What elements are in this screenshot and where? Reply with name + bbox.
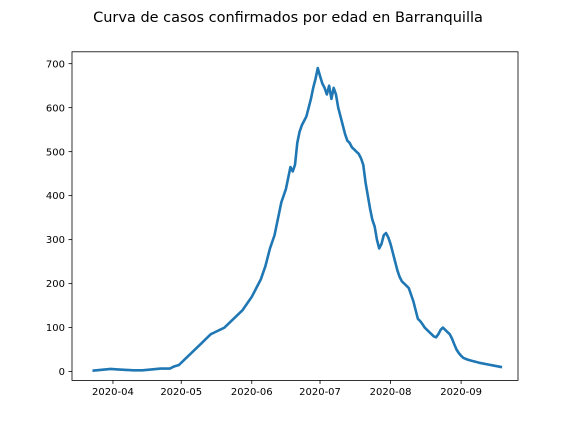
x-tick-label: 2020-04 [92,387,134,398]
x-tick-label: 2020-05 [160,387,202,398]
plot-area [92,66,503,373]
chart-title: Curva de casos confirmados por edad en B… [93,10,483,26]
y-tick-label: 700 [46,59,65,70]
axes-frame [71,51,519,381]
x-tick-label: 2020-08 [370,387,412,398]
x-tick-label: 2020-07 [299,387,341,398]
y-tick-label: 600 [46,103,65,114]
y-tick-label: 0 [59,367,65,378]
y-tick-label: 500 [46,147,65,158]
y-tick-label: 200 [46,279,65,290]
x-tick-label: 2020-09 [440,387,482,398]
y-tick-label: 300 [46,235,65,246]
x-tick-label: 2020-06 [231,387,273,398]
x-axis: 2020-04 2020-05 2020-06 2020-07 2020-08 2020-… [92,380,482,398]
series-line [92,66,503,373]
y-tick-label: 400 [46,191,65,202]
y-tick-label: 100 [46,323,65,334]
y-axis: 0 100 200 300 400 500 600 700 [46,59,72,378]
